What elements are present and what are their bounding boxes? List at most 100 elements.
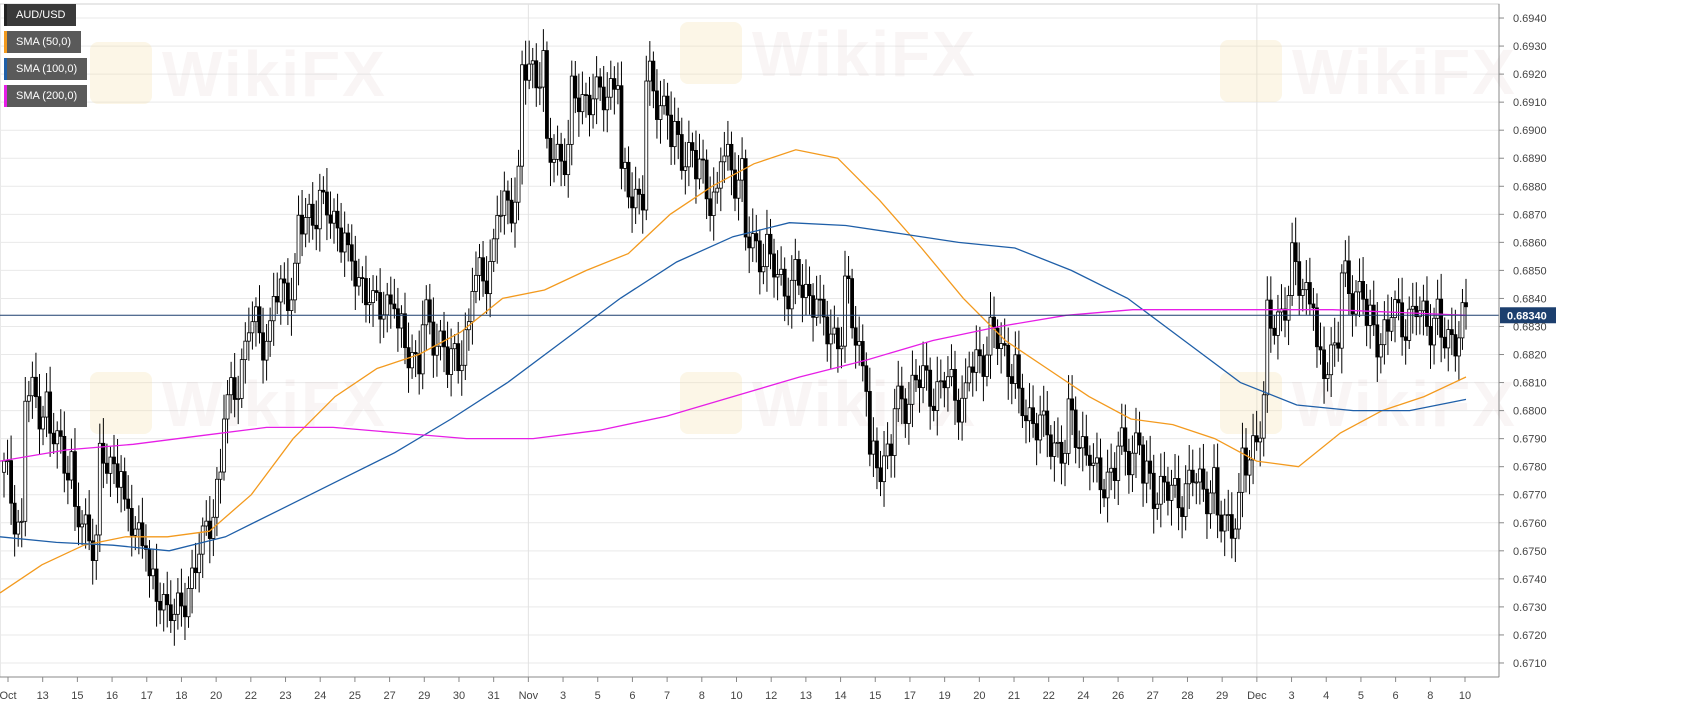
candle-body [1187,469,1192,485]
candle-body [871,440,876,455]
x-tick-label: 8 [1427,690,1433,702]
candle-body [1134,432,1138,454]
candle [1389,297,1394,342]
x-tick-label: 18 [175,690,187,702]
candle-body [1112,467,1117,481]
candle-body [860,341,865,367]
candle [371,275,375,327]
candle [694,130,698,204]
candle-body [1087,454,1092,466]
candle [1137,411,1142,456]
candle [1066,375,1071,466]
candle-body [928,369,933,407]
candle-body [403,313,407,349]
candle [569,60,574,166]
candle-body [140,522,145,547]
candle [1378,333,1383,374]
candle-body [204,520,209,527]
candle-body [899,385,904,400]
x-tick-label: 6 [629,690,635,702]
candle [630,172,634,233]
candle-body [527,63,532,81]
candle [229,361,234,414]
candle [484,256,489,314]
candle-body [1304,282,1309,291]
watermark-text: WikiFX [752,18,977,90]
candle [12,485,17,557]
x-tick-label: 8 [699,690,705,702]
candle-body [715,187,720,193]
y-tick-label: 0.6720 [1513,630,1547,642]
y-tick-label: 0.6780 [1513,462,1547,474]
candle-body [5,460,10,463]
candle [342,211,347,277]
candle-body [1031,407,1035,425]
candle [1293,217,1298,286]
candle-body [811,295,815,318]
candle [62,411,67,493]
candle-body [342,232,347,253]
candle [658,80,663,144]
candle [1215,443,1220,539]
candle [317,173,322,252]
candle-body [1393,299,1397,318]
candle-body [97,442,102,536]
candle [5,439,10,475]
candle-body [743,158,748,238]
candle [445,321,450,389]
candle-body [1105,471,1110,499]
candle [626,146,631,209]
candle-body [640,193,645,211]
legend-item-sma100[interactable]: SMA (100,0) [4,58,88,80]
candle-body [37,396,42,430]
y-tick-label: 0.6920 [1513,69,1547,81]
candle [970,351,975,397]
candle-body [630,196,634,209]
candle [754,214,759,263]
candle-body [19,520,24,523]
candle [711,167,716,241]
candle [935,356,940,436]
candle [105,443,109,484]
candle [704,149,709,220]
candle [69,438,74,489]
candle [665,82,670,140]
y-tick-label: 0.6810 [1513,378,1547,390]
candle-body [796,259,801,286]
y-tick-label: 0.6830 [1513,321,1547,333]
legend-item-sma50[interactable]: SMA (50,0) [4,31,82,53]
candle [1024,399,1028,444]
candle-body [658,105,663,120]
candle-body [349,244,354,262]
candle [218,448,223,504]
legend: AUD/USD SMA (50,0) SMA (100,0) SMA (200,… [4,4,88,112]
x-axis[interactable]: Oct 13 15 16 17 18 20 22 23 24 25 27 29 30 31 Nov 3 5 6 7 8 1… [0,676,1499,702]
candle [850,268,855,339]
x-tick-label: 27 [1147,690,1159,702]
candle [1315,293,1319,368]
candle [310,182,315,240]
candle-body [1343,260,1348,274]
candle [378,268,383,344]
y-axis[interactable]: 0.6710 0.6720 0.6730 0.6740 0.6750 0.6760 0.67… [1498,4,1547,677]
candle-body [914,374,918,381]
candle [190,549,194,614]
candle [814,275,819,326]
candle [1016,330,1021,414]
candle-body [960,397,965,423]
candle-body [963,382,968,399]
candle [655,69,659,139]
candle [30,361,35,419]
candle-body [1297,261,1302,296]
candle-body [1265,299,1270,396]
candle-body [1215,467,1220,516]
candle-body [1283,308,1287,321]
candle [729,131,734,196]
legend-item-sma200[interactable]: SMA (200,0) [4,85,88,107]
candle [1386,294,1390,356]
candle [1297,242,1302,316]
candle [364,255,368,323]
legend-item-audusd[interactable]: AUD/USD [4,4,76,26]
candle [26,380,31,423]
